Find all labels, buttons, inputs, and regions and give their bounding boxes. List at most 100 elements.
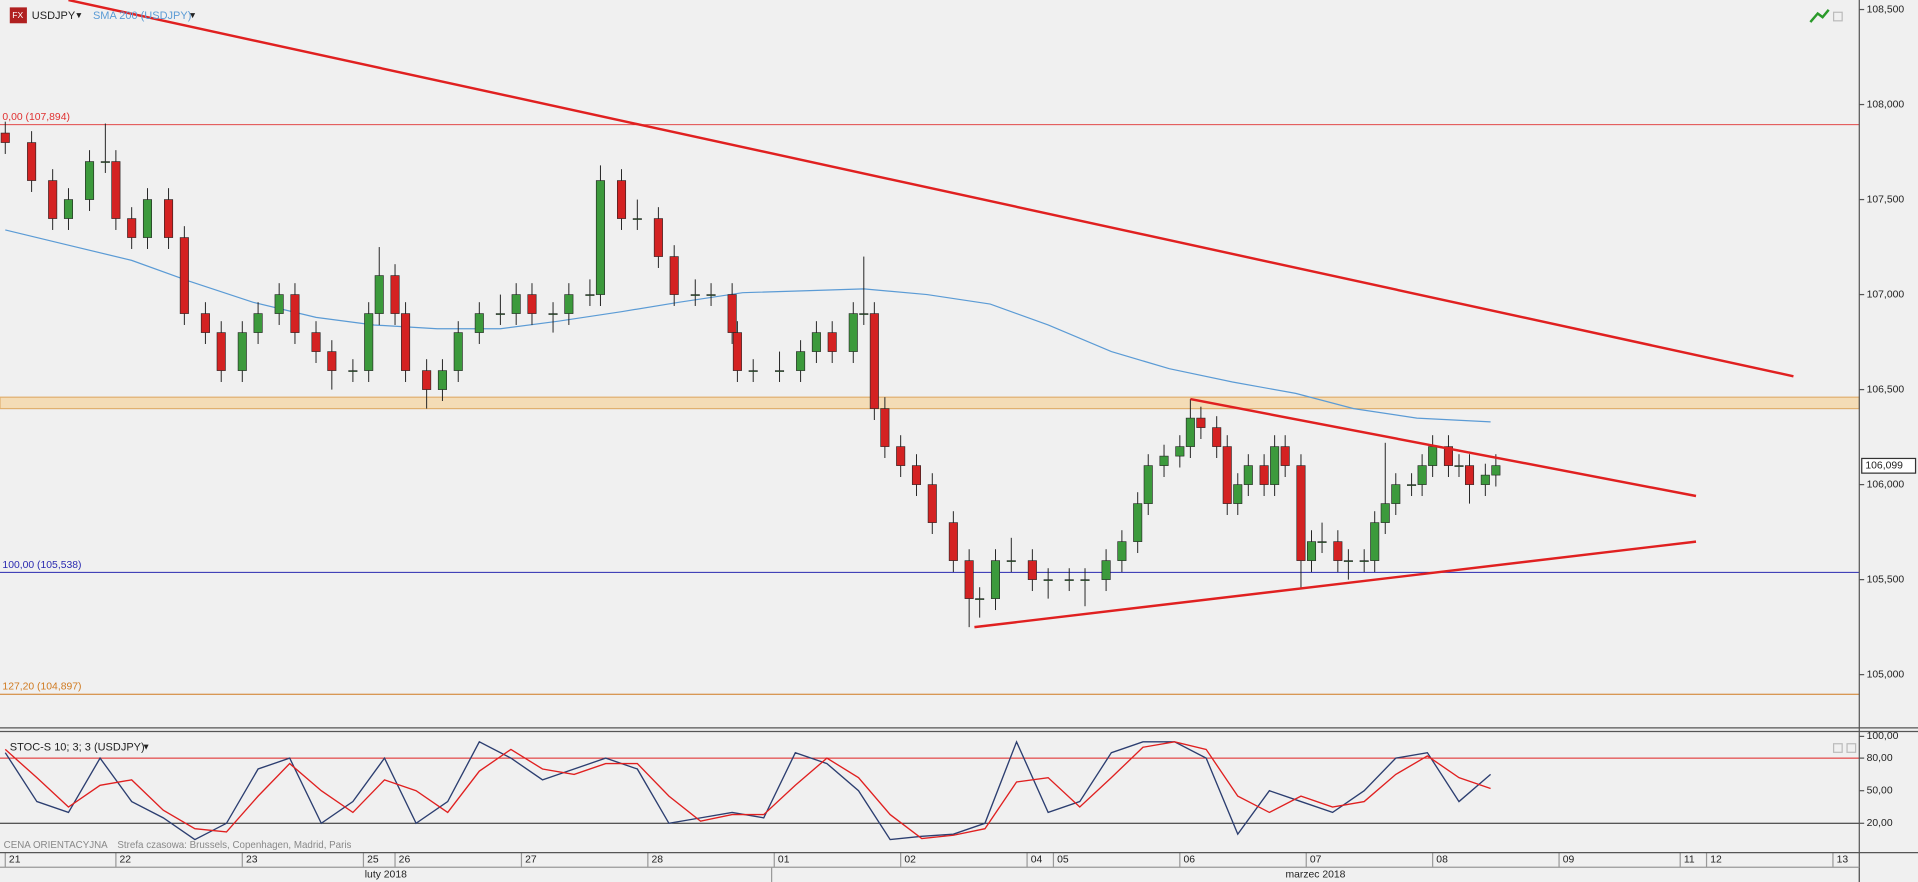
candle-body [1006,560,1016,562]
candle-body [585,294,595,296]
candle-body [1043,579,1053,581]
candle-body [237,332,247,371]
candle-body [859,313,869,315]
candle-body [948,522,958,561]
y-tick-label: 106,500 [1867,384,1905,395]
y-tick-label: 107,500 [1867,194,1905,205]
timezone: Strefa czasowa: Brussels, Copenhagen, Ma… [117,840,351,851]
candle-body [111,161,121,219]
candle-body [527,294,537,314]
symbol-icon[interactable] [9,7,27,24]
x-tick-label: 27 [525,855,537,866]
trend-line [974,540,1697,629]
last-price-label: 106,099 [1865,461,1903,472]
candle-body [827,332,837,352]
candle-body [495,313,505,315]
candle-body [616,180,627,219]
x-tick-label: 06 [1183,855,1195,866]
window-button[interactable] [1832,743,1843,753]
candle-body [474,313,484,333]
dropdown-arrow[interactable]: ▼ [142,742,150,752]
y-tick-label: 108,500 [1867,4,1905,15]
dropdown-arrow[interactable]: ▼ [75,10,83,20]
candle-body [1428,446,1438,466]
candle-body [1243,465,1253,485]
sma-line [5,229,1491,423]
candle-body [0,132,10,143]
x-tick-label: 09 [1563,855,1575,866]
candle-body [1454,465,1464,467]
x-tick-label: 25 [367,855,379,866]
support-zone [0,396,1860,410]
y-tick-label: 50,00 [1867,785,1893,796]
y-tick-label: 80,00 [1867,753,1893,764]
candle-body [595,180,605,295]
y-tick-label: 108,000 [1867,99,1905,110]
candle-body [511,294,521,314]
candle-body [1280,446,1290,466]
candle-body [1159,455,1169,466]
candle-body [1133,503,1143,542]
candle-body [964,560,974,599]
candle-body [706,294,716,296]
trend-icon[interactable] [1809,9,1830,23]
candle-body [100,161,110,163]
candle-body [311,332,321,352]
candle-body [127,218,137,238]
oscillator-title[interactable]: STOC-S 10; 3; 3 (USDJPY) [10,741,145,753]
candle-body [253,313,263,333]
candle-body [548,313,558,315]
candle-body [401,313,411,371]
candle-body [911,465,921,485]
candle-body [632,218,642,220]
candle-body [437,370,447,390]
candle-body [164,199,174,238]
indicator-title[interactable]: SMA 200 (USDJPY) [93,10,191,22]
candle-body [811,332,821,352]
y-tick-label: 106,000 [1867,479,1905,490]
candle-body [880,408,890,447]
candle-body [1333,541,1343,561]
candle-body [990,560,1001,599]
candle-body [374,275,384,314]
symbol-title[interactable]: USDJPY [32,10,76,22]
candle-body [1370,522,1380,561]
window-button[interactable] [1846,743,1857,753]
candle-body [1296,465,1306,561]
candle-body [1196,417,1206,428]
candle-body [142,199,152,238]
month-label: marzec 2018 [1285,869,1345,880]
candle-body [453,332,463,371]
candle-body [1465,465,1475,485]
window-button[interactable] [1832,11,1843,22]
candle-body [85,161,95,200]
candle-body [1064,579,1074,581]
candle-body [1259,465,1269,485]
dropdown-arrow[interactable]: ▼ [188,10,196,20]
candle-body [364,313,374,371]
x-tick-label: 13 [1837,855,1849,866]
candle-body [1407,484,1417,486]
candle-body [1233,484,1243,504]
candle-body [732,332,742,371]
candle-body [669,256,679,295]
candle-body [1027,560,1037,580]
candle-body [1185,417,1195,447]
y-tick-label: 105,000 [1867,669,1905,680]
candle-body [1222,446,1232,504]
last-price-box [1861,457,1917,474]
candle-body [1391,484,1401,504]
candle-body [975,598,985,600]
price-source: CENA ORIENTACYJNA [4,840,108,851]
candle-body [290,294,300,333]
level-label: 100,00 (105,538) [2,560,81,571]
y-tick-label: 20,00 [1867,818,1893,829]
candle-body [1359,560,1369,562]
trend-line [1190,397,1697,498]
candle-body [27,142,37,181]
month-label: luty 2018 [365,869,407,880]
